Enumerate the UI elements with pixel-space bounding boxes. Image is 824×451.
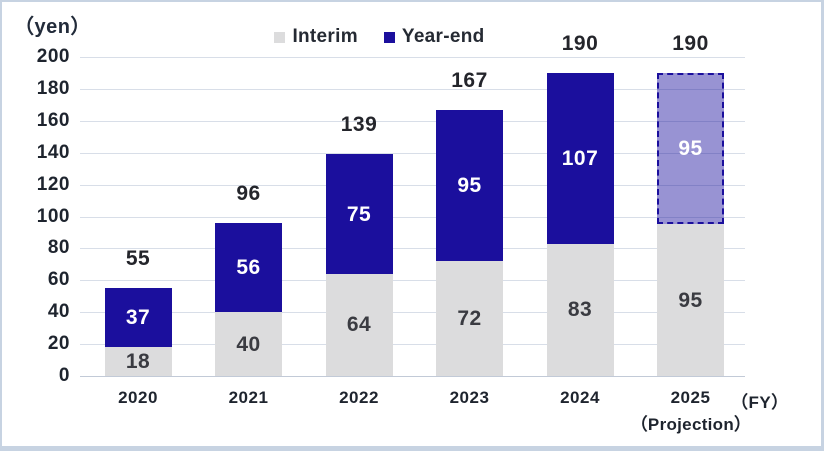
gridline-20 [80,344,745,346]
gridline-140 [80,152,745,154]
x-axis-label-2024: 2024 [560,388,600,407]
bar-2025-yearend-value: 95 [678,137,703,161]
bar-2023-yearend-segment: 95 [436,109,503,262]
total-label-2025: 190 [672,31,709,55]
bar-2022-yearend-segment: 75 [325,154,393,274]
legend-label-yearend: Year-end [401,26,485,47]
bar-2022-interim-segment: 64 [325,273,393,376]
bar-2025-interim-segment: 95 [657,224,724,376]
bar-2025-yearend-segment: 95 [657,72,724,225]
x-axis-label-2022: 2022 [339,388,379,407]
gridline-0 [80,376,745,377]
yearend-swatch-icon [383,31,395,43]
bar-2021-yearend-value: 56 [236,256,261,280]
legend-item-interim: Interim [274,26,358,48]
x-axis-label-2020: 2020 [118,388,158,407]
bar-2024-yearend-segment: 107 [546,72,614,244]
y-tick-label-140: 140 [36,141,70,163]
bar-2022-interim-value: 64 [346,313,372,337]
gridline-80 [80,248,745,250]
bar-2020-yearend-segment: 37 [104,288,172,348]
x-axis-unit-label: （FY） [731,393,789,412]
x-axis-label-2021: 2021 [228,388,269,407]
y-tick-label-80: 80 [47,237,70,259]
total-label-2024: 190 [561,31,599,55]
legend-item-yearend: Year-end [383,26,485,48]
y-tick-label-20: 20 [47,333,70,355]
bar-2021-interim-segment: 40 [215,312,282,376]
bar-2024-yearend-value: 107 [561,146,599,170]
x-axis-label-2023: 2023 [449,388,490,407]
bar-2021-interim-value: 40 [236,332,261,356]
bar-2020-interim-segment: 18 [104,347,172,376]
gridline-60 [80,280,745,282]
gridline-40 [80,312,745,314]
y-tick-label-100: 100 [36,205,70,227]
bar-2023-interim-value: 72 [457,307,482,331]
legend-label-interim: Interim [292,26,358,47]
bar-2024-interim-value: 83 [567,298,593,322]
y-tick-label-160: 160 [36,109,70,131]
total-label-2020: 55 [125,247,151,271]
total-label-2022: 139 [340,113,378,137]
plot-area: 18 37 55 40 56 96 64 75 139 72 95 167 83 107 190 95 95 19… [80,32,745,377]
bar-2020-yearend-value: 37 [125,306,151,330]
bar-2023-yearend-value: 95 [457,173,482,197]
chart-canvas: （yen） Interim Year-end 18 37 55 40 56 96 64 75 1… [2,2,821,446]
y-tick-label-180: 180 [36,77,70,99]
projection-note: （Projection） [630,415,752,434]
total-label-2023: 167 [451,68,488,92]
gridline-120 [80,184,745,186]
y-tick-label-0: 0 [58,365,70,386]
bar-2020-interim-value: 18 [125,350,151,374]
x-axis-label-2025: 2025 [670,388,711,407]
bar-2021-yearend-segment: 56 [215,222,282,313]
y-tick-label-120: 120 [36,173,70,195]
bar-2024-interim-segment: 83 [546,243,614,376]
gridline-160 [80,120,745,122]
y-tick-label-200: 200 [36,46,70,67]
bar-2022-yearend-value: 75 [346,202,372,226]
gridline-180 [80,88,745,90]
legend: Interim Year-end [2,26,789,48]
total-label-2021: 96 [236,181,261,205]
y-tick-label-40: 40 [47,301,70,323]
y-axis-unit-label: （yen） [14,16,91,38]
bar-2023-interim-segment: 72 [436,261,503,376]
bar-2025-interim-value: 95 [678,288,703,312]
gridline-100 [80,216,745,218]
y-tick-label-60: 60 [47,269,70,291]
interim-swatch-icon [274,31,286,43]
gridline-200 [80,57,745,58]
